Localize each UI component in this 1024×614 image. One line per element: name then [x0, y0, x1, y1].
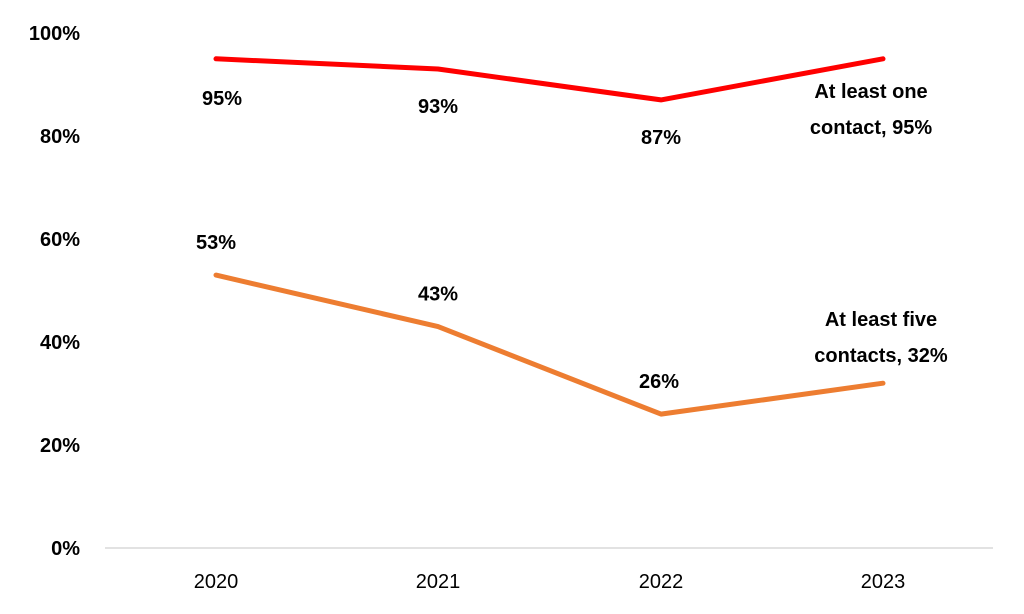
x-tick-label: 2021	[416, 571, 461, 593]
y-tick-label: 40%	[40, 332, 80, 354]
y-tick-label: 20%	[40, 435, 80, 457]
series-line	[213, 272, 886, 417]
y-tick-label: 80%	[40, 126, 80, 148]
x-tick-label: 2022	[639, 571, 684, 593]
series-1: 95% 93% 87% At least one contact, 95%	[202, 56, 932, 149]
y-tick-label: 100%	[29, 23, 80, 45]
series-2: 53% 43% 26% At least five contacts, 32%	[196, 232, 948, 417]
x-tick-label: 2023	[861, 571, 906, 593]
y-tick-label: 60%	[40, 229, 80, 251]
series-label: At least five	[825, 309, 937, 331]
x-tick-label: 2020	[194, 571, 239, 593]
data-label: 87%	[641, 127, 681, 149]
y-tick-label: 0%	[51, 538, 80, 560]
data-label: 95%	[202, 88, 242, 110]
series-line	[213, 56, 886, 103]
series-label: contacts, 32%	[814, 345, 948, 367]
x-axis: 2020 2021 2022 2023	[194, 571, 906, 593]
y-axis: 0% 20% 40% 60% 80% 100%	[29, 23, 80, 560]
data-label: 93%	[418, 96, 458, 118]
data-label: 26%	[639, 371, 679, 393]
data-label: 53%	[196, 232, 236, 254]
data-label: 43%	[418, 284, 458, 306]
series-label: At least one	[814, 81, 927, 103]
series-label: contact, 95%	[810, 117, 932, 139]
series-layer: 95% 93% 87% At least one contact, 95% 53% 43% 2…	[196, 56, 948, 417]
